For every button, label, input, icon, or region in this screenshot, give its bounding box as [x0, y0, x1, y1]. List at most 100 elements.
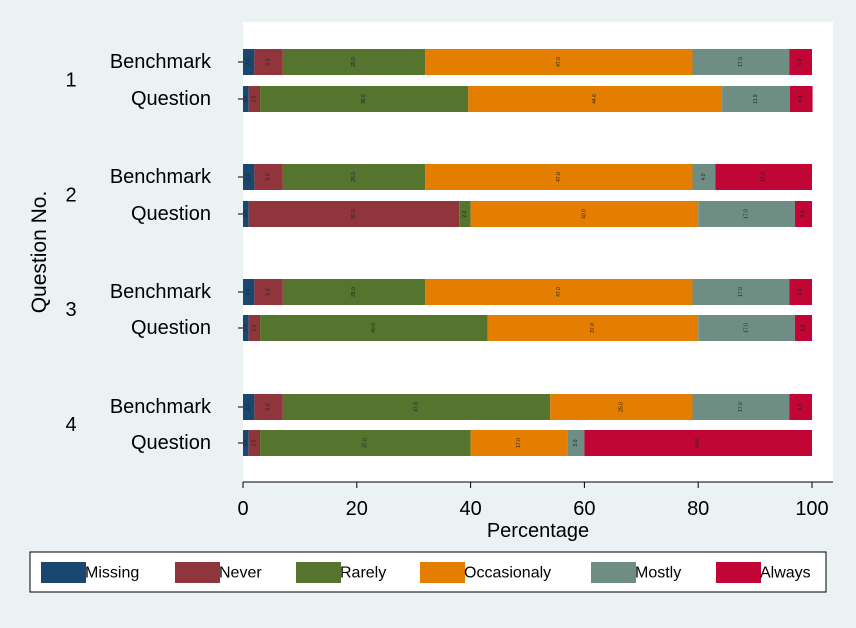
bar-segment-never — [254, 49, 283, 75]
bar-segment-missing — [243, 164, 255, 190]
bar-segment-always — [789, 49, 812, 75]
bar-segment-always — [789, 279, 812, 305]
bar-value-label: 4.0 — [701, 173, 707, 180]
bar-segment-never — [248, 86, 261, 112]
bar-value-label: 11.9 — [753, 94, 759, 104]
x-tick-label: 0 — [237, 498, 248, 520]
bar-row: 2.0 5.0 47.0 25.0 17.0 4.0 — [243, 394, 812, 420]
bar-segment-occasionaly — [470, 430, 568, 456]
bar-row: 1.0 2.0 40.0 37.0 17.0 3.0 — [243, 315, 812, 341]
bar-value-label: 4.0 — [798, 288, 804, 295]
bar-segment-missing — [243, 86, 249, 112]
row-label: Question — [131, 317, 211, 339]
bar-segment-always — [715, 164, 812, 190]
group-label: 3 — [65, 299, 76, 321]
bar-segment-missing — [243, 315, 249, 341]
group-label: 1 — [65, 70, 76, 92]
bar-segment-occasionaly — [425, 49, 693, 75]
bar-value-label: 25.0 — [351, 172, 357, 182]
bar-value-label: 3.0 — [573, 439, 579, 446]
x-tick-label: 80 — [687, 498, 709, 520]
bar-segment-missing — [243, 49, 255, 75]
bar-value-label: 3.0 — [800, 324, 806, 331]
bar-row: 2.0 5.0 25.0 47.0 4.0 17.0 — [243, 164, 812, 190]
bar-value-label: 47.0 — [556, 172, 562, 182]
bar-value-label: 17.0 — [738, 287, 744, 297]
legend-label: Rarely — [340, 565, 386, 582]
bar-segment-always — [584, 430, 812, 456]
bar-segment-always — [794, 315, 812, 341]
bar-value-label: 17.0 — [516, 438, 522, 448]
bar-segment-occasionaly — [550, 394, 693, 420]
row-label: Question — [131, 203, 211, 225]
bar-row: 2.0 5.0 25.0 47.0 17.0 4.0 — [243, 49, 812, 75]
bar-segment-missing — [243, 279, 255, 305]
legend-swatch-always — [716, 562, 761, 583]
row-label: Question — [131, 432, 211, 454]
bars-layer: 2.0 5.0 25.0 47.0 17.0 4.01.0 2.0 36.6 44.6 11.9 4… — [243, 49, 813, 456]
bar-segment-always — [794, 201, 812, 227]
bar-segment-rarely — [260, 430, 471, 456]
bar-segment-mostly — [692, 279, 790, 305]
bar-value-label: 5.0 — [266, 288, 272, 295]
bar-segment-rarely — [282, 394, 551, 420]
bar-value-label: 5.0 — [266, 403, 272, 410]
row-label: Benchmark — [110, 281, 212, 303]
bar-value-label: 2.0 — [246, 173, 252, 180]
bar-value-label: 2.0 — [462, 210, 468, 217]
bar-value-label: 4.0 — [798, 95, 804, 102]
bar-row: 1.0 2.0 37.0 17.0 3.0 40.0 — [243, 430, 812, 456]
legend-label: Missing — [85, 565, 139, 582]
bar-segment-never — [248, 430, 261, 456]
bar-value-label: 40.0 — [695, 438, 701, 448]
bar-value-label: 25.0 — [351, 57, 357, 67]
row-label: Benchmark — [110, 396, 212, 418]
bar-segment-mostly — [567, 430, 585, 456]
bar-value-label: 17.0 — [738, 402, 744, 412]
bar-segment-always — [789, 394, 812, 420]
bar-value-label: 3.0 — [800, 210, 806, 217]
bar-segment-rarely — [282, 279, 426, 305]
bar-segment-occasionaly — [425, 279, 693, 305]
bar-value-label: 37.0 — [362, 438, 368, 448]
bar-value-label: 2.0 — [246, 58, 252, 65]
row-label: Question — [131, 88, 211, 110]
group-labels-layer: 1 2 3 4 — [65, 70, 76, 437]
bar-segment-never — [248, 315, 261, 341]
row-label: Benchmark — [110, 166, 212, 188]
legend-swatch-never — [175, 562, 220, 583]
legend-label: Always — [760, 565, 811, 582]
bar-segment-occasionaly — [468, 86, 723, 112]
bar-segment-occasionaly — [470, 201, 699, 227]
bar-value-label: 37.0 — [351, 209, 357, 219]
bar-value-label: 5.0 — [266, 173, 272, 180]
bar-value-label: 44.6 — [592, 94, 598, 104]
bar-value-label: 47.0 — [556, 57, 562, 67]
bar-value-label: 1.0 — [243, 210, 249, 217]
bar-segment-missing — [243, 430, 249, 456]
legend-swatch-rarely — [296, 562, 341, 583]
bar-segment-missing — [243, 394, 255, 420]
bar-value-label: 4.0 — [798, 58, 804, 65]
x-axis: 0 20 40 60 80 100 — [237, 481, 833, 520]
row-label: Benchmark — [110, 51, 212, 73]
bar-value-label: 1.0 — [243, 324, 249, 331]
legend: Missing Never Rarely Occasionaly Mostly Alway… — [29, 551, 827, 593]
legend-swatch-mostly — [591, 562, 636, 583]
bar-segment-mostly — [722, 86, 790, 112]
bar-value-label: 2.0 — [246, 403, 252, 410]
bar-value-label: 17.0 — [744, 209, 750, 219]
y-axis-title: Question No. — [28, 191, 51, 314]
bar-segment-rarely — [260, 315, 488, 341]
bar-segment-mostly — [692, 394, 790, 420]
bar-value-label: 1.0 — [243, 439, 249, 446]
bar-segment-mostly — [692, 164, 716, 190]
bar-row: 1.0 2.0 36.6 44.6 11.9 4.0 — [243, 86, 813, 112]
bar-segment-never — [254, 394, 283, 420]
x-tick-label: 100 — [795, 498, 828, 520]
bar-value-label: 17.0 — [738, 57, 744, 67]
bar-row: 1.0 37.0 2.0 40.0 17.0 3.0 — [243, 201, 812, 227]
bar-value-label: 47.0 — [556, 287, 562, 297]
group-label: 4 — [65, 414, 76, 436]
